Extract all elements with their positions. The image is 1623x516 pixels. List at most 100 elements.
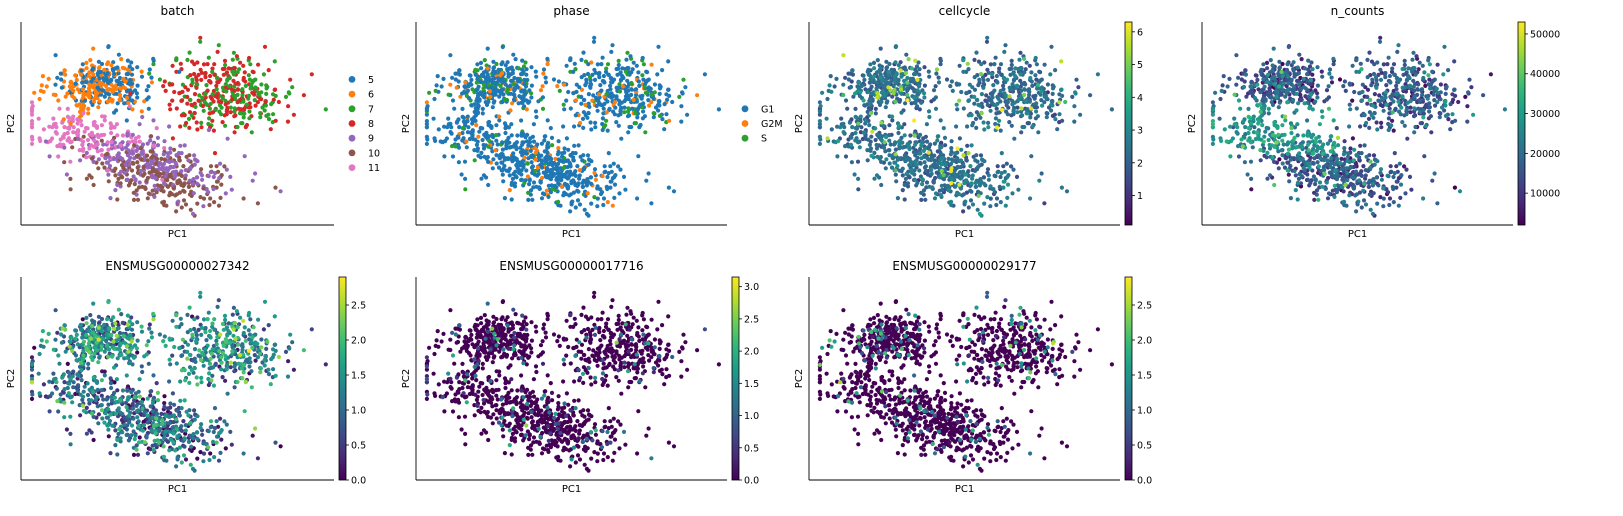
- data-point: [531, 180, 537, 185]
- data-point: [989, 100, 995, 105]
- data-point: [829, 127, 834, 132]
- data-point: [469, 103, 474, 108]
- data-point: [497, 156, 503, 161]
- data-point: [61, 135, 66, 140]
- data-point: [240, 121, 245, 126]
- data-point: [1024, 60, 1029, 65]
- data-point: [1285, 62, 1290, 67]
- data-point: [1437, 115, 1442, 120]
- data-point: [1438, 82, 1443, 87]
- data-point: [490, 105, 495, 110]
- data-point: [114, 108, 119, 113]
- data-point: [1386, 116, 1391, 121]
- data-point: [561, 159, 566, 164]
- data-point: [492, 80, 497, 85]
- data-point: [850, 68, 855, 73]
- data-point: [1022, 70, 1027, 75]
- data-point: [264, 91, 269, 96]
- data-point: [466, 125, 471, 130]
- data-point: [853, 138, 858, 143]
- data-point: [861, 98, 866, 103]
- data-point: [1043, 94, 1048, 99]
- data-point: [878, 66, 883, 71]
- data-point: [529, 95, 534, 100]
- data-point: [1359, 173, 1364, 178]
- colorbar-tick-label: 4: [1137, 93, 1143, 104]
- data-point: [1361, 198, 1367, 203]
- data-point: [168, 146, 173, 151]
- data-point: [630, 106, 635, 111]
- data-point: [106, 147, 111, 152]
- data-point: [966, 205, 971, 210]
- data-point: [43, 139, 49, 144]
- data-point: [147, 170, 152, 175]
- data-point: [879, 159, 884, 164]
- data-point: [1350, 63, 1355, 68]
- data-point: [936, 80, 942, 85]
- data-point: [922, 95, 927, 100]
- data-point: [1365, 101, 1370, 106]
- data-point: [944, 77, 950, 82]
- data-point: [511, 82, 516, 87]
- data-point: [1394, 164, 1399, 169]
- data-point: [560, 154, 565, 159]
- data-points: [817, 35, 1114, 218]
- data-point: [825, 96, 830, 102]
- data-point: [577, 176, 582, 181]
- data-point: [524, 98, 529, 103]
- data-point: [1060, 118, 1065, 123]
- data-point: [904, 156, 910, 162]
- data-point: [882, 145, 887, 150]
- data-point: [1339, 156, 1344, 161]
- data-point: [199, 120, 204, 125]
- data-point: [436, 127, 441, 132]
- data-point: [1299, 174, 1304, 179]
- data-point: [162, 146, 167, 151]
- data-point: [568, 58, 573, 63]
- data-point: [1033, 55, 1038, 61]
- data-point: [119, 57, 124, 62]
- data-point: [174, 58, 179, 63]
- data-point: [1034, 109, 1039, 114]
- data-point: [323, 107, 328, 112]
- data-point: [1001, 164, 1006, 169]
- data-point: [938, 150, 943, 155]
- data-point: [582, 165, 587, 170]
- data-point: [183, 173, 188, 178]
- data-point: [184, 154, 189, 159]
- data-point: [671, 189, 677, 194]
- data-point: [190, 211, 196, 216]
- data-point: [442, 154, 447, 159]
- data-point: [1383, 70, 1388, 76]
- data-point: [53, 130, 58, 135]
- data-point: [132, 182, 137, 187]
- data-point: [210, 69, 215, 74]
- data-point: [946, 188, 951, 193]
- data-point: [961, 58, 966, 63]
- data-point: [1015, 83, 1020, 88]
- data-point: [879, 99, 884, 104]
- data-point: [481, 82, 487, 87]
- data-point: [644, 178, 649, 183]
- data-point: [490, 166, 495, 171]
- data-point: [172, 89, 177, 95]
- data-point: [617, 98, 622, 103]
- data-point: [1213, 90, 1218, 95]
- data-point: [924, 180, 930, 185]
- data-point: [1013, 74, 1018, 79]
- data-point: [565, 182, 570, 188]
- data-point: [454, 120, 459, 125]
- data-point: [269, 102, 274, 107]
- data-point: [174, 162, 179, 167]
- data-point: [478, 155, 483, 160]
- data-point: [1404, 107, 1409, 113]
- y-axis-label: PC2: [6, 114, 17, 133]
- data-point: [640, 93, 645, 98]
- data-point: [817, 134, 823, 139]
- data-point: [953, 151, 958, 156]
- data-point: [587, 75, 593, 80]
- data-point: [225, 136, 230, 141]
- data-point: [931, 179, 936, 184]
- data-point: [146, 191, 151, 196]
- data-point: [127, 104, 132, 109]
